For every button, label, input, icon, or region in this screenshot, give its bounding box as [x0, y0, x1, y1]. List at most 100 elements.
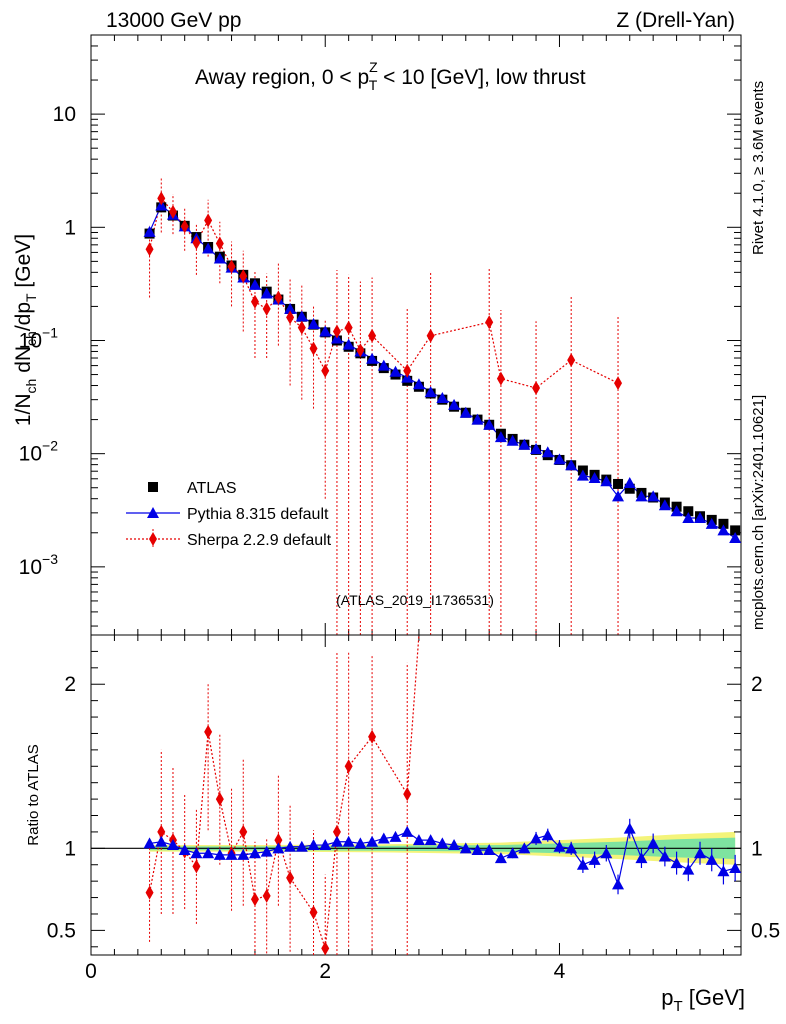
ratio-sherpa-point — [286, 870, 295, 885]
ratio-y-tick-label: 1 — [64, 837, 76, 860]
sherpa-point — [309, 341, 318, 356]
atlas-point — [683, 506, 694, 517]
pythia-point — [518, 438, 531, 450]
ratio-pythia-point — [284, 840, 297, 852]
sherpa-point — [274, 290, 283, 305]
ratio-sherpa-line — [148, 634, 420, 949]
pythia-point — [471, 413, 484, 425]
sherpa-point — [567, 353, 576, 368]
pythia-point — [647, 490, 660, 502]
pythia-point — [541, 446, 554, 458]
pythia-point — [635, 490, 648, 502]
ratio-pythia-point — [729, 862, 742, 874]
sherpa-point — [485, 315, 494, 330]
y-tick-label: 1 — [64, 216, 76, 239]
ratio-pythia-point — [694, 847, 707, 859]
pythia-point — [623, 477, 636, 489]
sherpa-point — [344, 320, 353, 335]
pythia-line — [149, 204, 736, 539]
ratio-y-tick-label: 2 — [64, 673, 76, 696]
ratio-pythia-point — [494, 852, 507, 864]
legend-pythia-marker — [147, 507, 159, 518]
pythia-point — [412, 378, 425, 390]
pythia-point — [389, 365, 402, 377]
ratio-pythia-point — [506, 847, 519, 859]
pythia-point — [694, 512, 707, 524]
ratio-pythia-point — [436, 837, 449, 849]
ratio-pythia-point — [623, 822, 636, 834]
ratio-pythia-point — [202, 847, 215, 859]
pythia-point — [553, 453, 566, 465]
ratio-pythia-point — [565, 842, 578, 854]
pythia-point — [342, 338, 355, 350]
pythia-point — [576, 469, 589, 481]
ratio-pythia-point — [530, 832, 543, 844]
ratio-pythia-point — [354, 837, 367, 849]
x-tick-label: 2 — [319, 960, 331, 983]
ratio-pythia-point — [705, 853, 718, 865]
ratio-sherpa-point — [157, 824, 166, 839]
ratio-pythia-point — [612, 878, 625, 890]
legend-label: Sherpa 2.2.9 default — [187, 532, 332, 549]
ratio-pythia-point — [647, 837, 660, 849]
ratio-pythia-point — [166, 839, 179, 851]
sherpa-point — [239, 269, 248, 284]
pythia-point — [494, 431, 507, 443]
y-axis-label: 1/Nch dNch/dpT [GeV] — [12, 234, 39, 426]
pythia-point — [565, 459, 578, 471]
pythia-point — [307, 317, 320, 329]
ratio-sherpa-point — [309, 905, 318, 920]
ratio-pythia-point — [330, 835, 343, 847]
sherpa-point — [403, 363, 412, 378]
pythia-point — [436, 392, 449, 404]
ratio-y-axis-label: Ratio to ATLAS — [25, 744, 42, 845]
pythia-point — [612, 490, 625, 502]
legend-label: Pythia 8.315 default — [187, 506, 329, 523]
ratio-pythia-point — [190, 847, 203, 859]
ratio-pythia-point — [225, 848, 238, 860]
ratio-pythia-point — [319, 839, 332, 851]
ratio-pythia-point — [471, 843, 484, 855]
ratio-pythia-point — [600, 847, 613, 859]
ratio-pythia-point — [143, 837, 156, 849]
ratio-pythia-point — [553, 840, 566, 852]
ratio-sherpa-point — [192, 859, 201, 874]
y-tick-label: 10−3 — [19, 551, 59, 579]
ratio-pythia-point — [342, 835, 355, 847]
sherpa-point — [286, 310, 295, 325]
main-panel: 10−3 10−2 10−1 1 10 Away region, 0 < pZ T < 10… — [12, 34, 742, 636]
ratio-pythia-point — [424, 834, 437, 846]
y-tick-label: 10−2 — [19, 438, 59, 466]
pythia-point — [600, 475, 613, 487]
ratio-pythia-point — [448, 839, 461, 851]
pythia-point — [658, 499, 671, 511]
rivet-note: Rivet 4.1.0, ≥ 3.6M events — [750, 81, 767, 255]
ratio-pythia-point — [541, 829, 554, 841]
ratio-y-tick-label-right: 2 — [751, 673, 763, 696]
atlas-point — [718, 518, 729, 529]
pythia-point — [530, 442, 543, 454]
ratio-pythia-point — [401, 825, 414, 837]
ratio-y-tick-label-right: 0.5 — [751, 919, 780, 942]
mcplots-note: mcplots.cern.ch [arXiv:2401.10621] — [750, 395, 767, 630]
ratio-pythia-point — [307, 839, 320, 851]
sherpa-point — [227, 259, 236, 274]
pythia-point — [506, 434, 519, 446]
energy-label: 13000 GeV pp — [106, 9, 241, 32]
ratio-pythia-point — [178, 843, 191, 855]
ratio-pythia-point — [377, 832, 390, 844]
sherpa-point — [532, 381, 541, 396]
pythia-point — [448, 398, 461, 410]
ratio-pythia-point — [412, 834, 425, 846]
sherpa-point — [180, 219, 189, 234]
pythia-point — [295, 310, 308, 322]
pythia-point — [459, 406, 472, 418]
ratio-pythia-point — [670, 857, 683, 869]
sherpa-point — [262, 301, 271, 316]
pythia-point — [143, 225, 156, 237]
ratio-sherpa-point — [262, 888, 271, 903]
pythia-point — [284, 302, 297, 314]
ratio-sherpa-point — [250, 892, 259, 907]
ratio-sherpa-point — [344, 759, 353, 774]
